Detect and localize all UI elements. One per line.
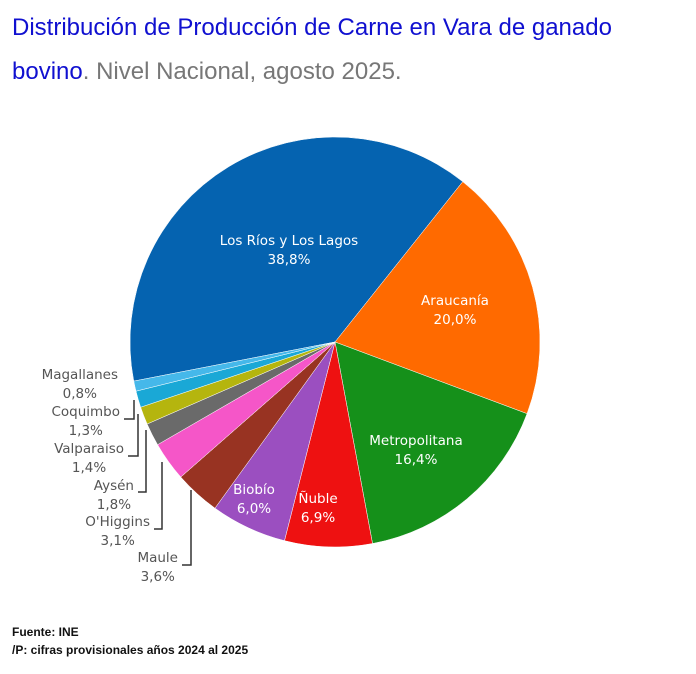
chart-title-line2: bovino. Nivel Nacional, agosto 2025. [12,58,402,86]
footer-source: Fuente: INE [12,625,79,639]
pie-slice-araucan-a [334,181,541,415]
label-nuble: Ñuble 6,9% [298,491,338,526]
label-biobio: Biobío 6,0% [233,482,275,517]
chart-title-line1: Distribución de Producción de Carne en V… [12,14,612,41]
label-metropolitana: Metropolitana 16,4% [369,433,463,468]
pie-slice-metropolitana [334,341,528,544]
label-ohiggins: O'Higgins 3,1% [85,514,150,549]
label-aysen: Aysén 1,8% [93,478,134,513]
label-los-rios: Los Ríos y Los Lagos 38,8% [219,233,359,268]
leader-line-ohiggins [154,462,163,530]
leader-line-coquimbo [124,400,135,420]
leader-line-aysen [138,430,147,493]
title-subtitle: . Nivel Nacional, agosto 2025. [82,58,402,85]
title-bovino: bovino [12,58,83,85]
label-valparaiso: Valparaiso 1,4% [54,441,124,476]
footer-note: /P: cifras provisionales años 2024 al 20… [12,643,249,657]
label-maule: Maule 3,6% [137,550,178,585]
label-araucania: Araucanía 20,0% [421,293,489,328]
label-coquimbo: Coquimbo 1,3% [51,404,120,439]
pie-slice-los-r-os-y-los-lagos [129,136,464,382]
pie-slice-magallanes [133,341,336,392]
leader-line-maule [182,490,192,566]
label-magallanes: Magallanes 0,8% [41,367,118,402]
leader-line-valparaiso [128,414,139,457]
